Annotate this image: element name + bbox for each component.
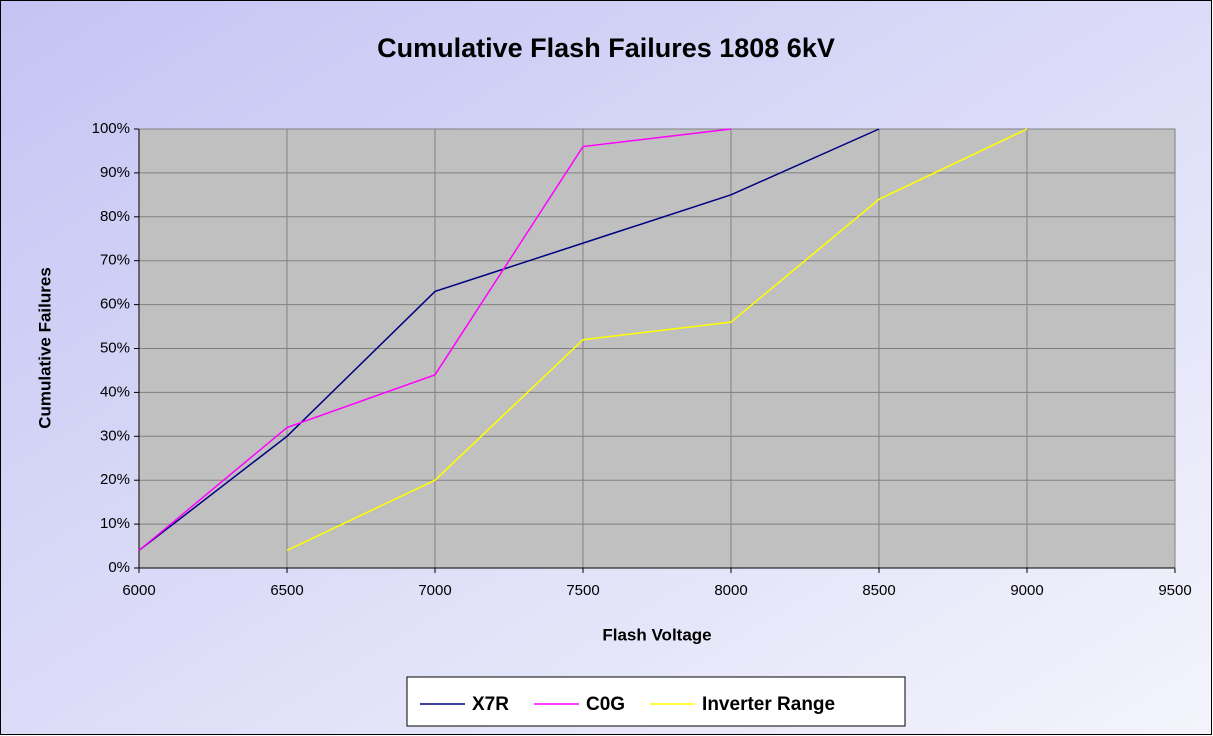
x-axis-label: Flash Voltage [602,625,711,644]
series-line [138,128,880,552]
y-tick-label: 0% [108,559,130,576]
y-tick-label: 40% [100,383,130,400]
legend-label: C0G [586,694,625,715]
x-tick-label: 7000 [418,582,451,599]
chart-title: Cumulative Flash Failures 1808 6kV [377,33,835,63]
series-line [286,128,1028,552]
x-tick-label: 8500 [862,582,895,599]
x-tick-label: 9000 [1010,582,1043,599]
x-tick-label: 7500 [566,582,599,599]
legend-label: Inverter Range [702,694,835,715]
y-tick-label: 10% [100,515,130,532]
x-tick-label: 9500 [1158,582,1191,599]
series-line [138,128,732,552]
y-tick-label: 80% [100,208,130,225]
y-tick-label: 30% [100,427,130,444]
y-tick-label: 70% [100,252,130,269]
x-tick-label: 6500 [270,582,303,599]
legend [406,676,906,727]
y-axis-label: Cumulative Failures [35,267,54,429]
y-tick-label: 20% [100,471,130,488]
y-tick-label: 50% [100,339,130,356]
legend-label: X7R [472,694,509,715]
y-tick-label: 100% [92,120,130,137]
y-tick-label: 90% [100,164,130,181]
y-tick-label: 60% [100,296,130,313]
x-tick-label: 6000 [122,582,155,599]
x-tick-label: 8000 [714,582,747,599]
